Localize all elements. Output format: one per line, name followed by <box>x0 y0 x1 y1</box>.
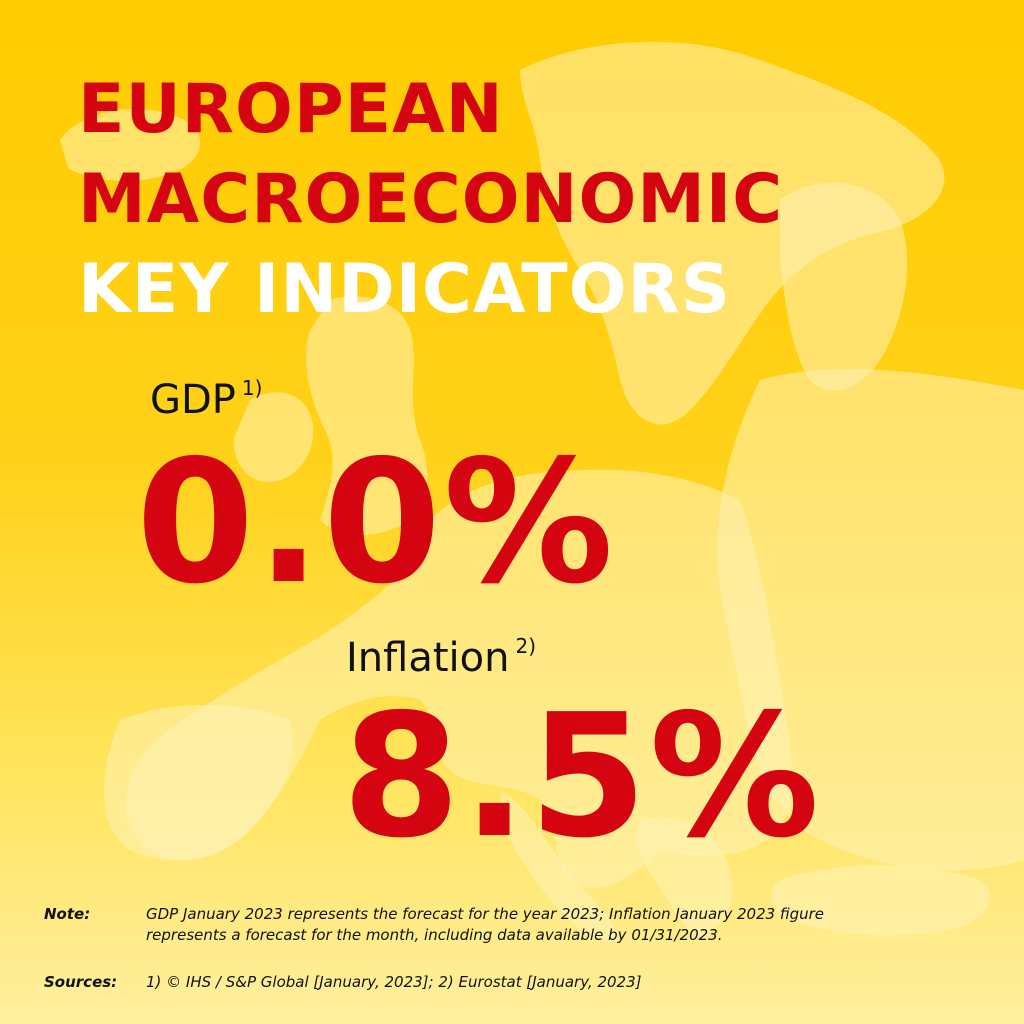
gdp-value: 0.0% <box>136 424 616 622</box>
inflation-label-text: Inflation <box>346 635 510 681</box>
gdp-label: GDP 1) <box>150 378 262 420</box>
turkey-shape <box>771 865 990 936</box>
note-line-1: GDP January 2023 represents the forecast… <box>146 905 825 923</box>
note-key: Note: <box>44 905 91 923</box>
sources-text: 1) © IHS / S&P Global [January, 2023]; 2… <box>146 973 642 991</box>
mainland-europe-shape <box>126 469 792 889</box>
britain-shape <box>305 296 428 535</box>
eastern-europe-shape <box>717 369 1024 871</box>
ireland-shape <box>233 392 314 483</box>
italy-shape <box>500 790 620 943</box>
gdp-footnote-ref: 1) <box>241 376 263 400</box>
title-line-2: MACROECONOMIC <box>78 160 784 239</box>
inflation-value: 8.5% <box>342 678 822 876</box>
inflation-footnote-ref: 2) <box>515 634 537 658</box>
inflation-label: Inflation 2) <box>346 636 536 678</box>
sources-key: Sources: <box>44 973 118 991</box>
iberia-shape <box>103 705 293 861</box>
finland-shape <box>780 182 908 391</box>
balkans-shape <box>635 817 733 940</box>
note-line-2: represents a forecast for the month, inc… <box>146 926 723 944</box>
iceland-shape <box>60 109 201 181</box>
title-line-1: EUROPEAN <box>78 70 504 149</box>
title-line-3: KEY INDICATORS <box>78 250 731 329</box>
scandinavia-shape <box>520 41 945 425</box>
gdp-label-text: GDP <box>150 377 236 423</box>
